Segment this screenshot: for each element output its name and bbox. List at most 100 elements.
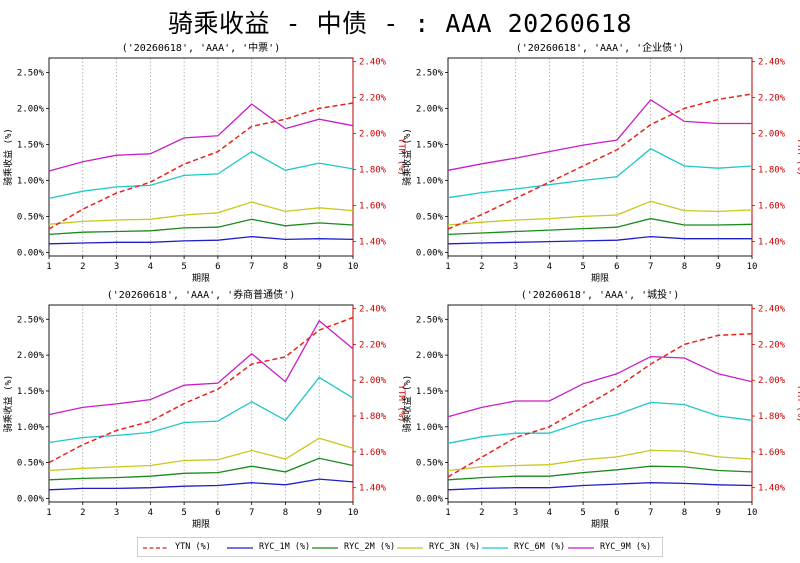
x-tick-label: 8 — [283, 262, 288, 272]
series-line-ryc-2m — [48, 218, 354, 236]
series-line-ryc-3n — [447, 449, 753, 472]
series-line-ytn — [48, 102, 354, 230]
figure-title: 骑乘收益 - 中债 - : AAA 20260618 — [167, 9, 633, 38]
legend-swatch — [568, 547, 594, 549]
y2-tick-label: 1.60% — [359, 202, 387, 212]
x-tick-label: 4 — [148, 262, 153, 272]
y2-axis-label: YTM (%) — [795, 138, 800, 176]
x-tick-label: 3 — [114, 262, 119, 272]
y-tick-label: 0.50% — [17, 459, 45, 469]
y2-tick-label: 2.20% — [359, 340, 387, 350]
series-line-ryc-9m — [447, 98, 752, 171]
y-tick-label: 1.00% — [416, 423, 444, 433]
x-axis-label: 期限 — [591, 273, 609, 284]
series-line-ytn — [447, 93, 753, 230]
series-line-ryc-6m — [48, 150, 354, 200]
y2-tick-label: 2.00% — [359, 376, 387, 386]
x-tick-label: 9 — [716, 508, 721, 518]
x-tick-label: 5 — [181, 262, 186, 272]
y2-axis-label: YTM (%) — [396, 138, 406, 176]
legend-label: RYC_3N (%) — [429, 542, 481, 552]
x-tick-label: 9 — [317, 508, 322, 518]
y-tick-label: 1.00% — [416, 176, 444, 186]
y-tick-label: 1.50% — [17, 140, 45, 150]
y2-axis-label: YTM (%) — [396, 385, 406, 423]
legend-label: RYC_2M (%) — [344, 542, 396, 552]
x-tick-label: 6 — [215, 262, 220, 272]
plot-frame — [447, 57, 753, 257]
x-tick-label: 7 — [648, 262, 653, 272]
x-tick-label: 10 — [348, 508, 359, 518]
x-tick-label: 7 — [249, 262, 254, 272]
x-axis-label: 期限 — [591, 519, 609, 530]
y2-tick-label: 2.40% — [758, 58, 786, 68]
series-line-ytn — [447, 332, 753, 478]
y-tick-label: 2.50% — [17, 68, 45, 78]
x-tick-label: 3 — [513, 262, 518, 272]
series-line-ytn — [48, 316, 354, 464]
y2-tick-label: 1.60% — [758, 448, 786, 458]
y-tick-label: 1.50% — [17, 387, 45, 397]
y2-tick-label: 1.40% — [758, 238, 786, 248]
y-tick-label: 0.00% — [17, 494, 45, 504]
chart-panel-2: ('20260618', 'AAA', '企业债') 0.00% 0.50% 1.00… — [401, 41, 800, 284]
y2-tick-label: 2.00% — [758, 130, 786, 140]
legend-swatch — [312, 547, 338, 549]
y2-tick-label: 2.40% — [359, 305, 387, 315]
legend-swatch — [227, 547, 253, 549]
x-tick-label: 9 — [716, 262, 721, 272]
y-tick-label: 0.00% — [416, 494, 444, 504]
series-line-ryc-3n — [447, 200, 753, 226]
y2-tick-label: 1.60% — [758, 202, 786, 212]
x-tick-label: 10 — [747, 508, 758, 518]
x-tick-label: 2 — [479, 262, 484, 272]
x-tick-label: 1 — [445, 262, 450, 272]
x-tick-label: 1 — [46, 262, 51, 272]
y2-tick-label: 1.40% — [359, 238, 387, 248]
y2-axis-label: YTM (%) — [795, 385, 800, 423]
y2-tick-label: 1.60% — [359, 448, 387, 458]
series-line-ryc-1m — [447, 235, 752, 245]
y-tick-label: 2.00% — [416, 104, 444, 114]
y2-tick-label: 2.00% — [758, 376, 786, 386]
y-tick-label: 2.00% — [17, 104, 45, 114]
subplot-title: ('20260618', 'AAA', '城投') — [521, 288, 679, 301]
y2-tick-label: 1.40% — [359, 484, 387, 494]
x-tick-label: 4 — [547, 508, 552, 518]
x-axis-label: 期限 — [192, 519, 210, 530]
y2-tick-label: 1.80% — [758, 166, 786, 176]
legend-swatch — [482, 547, 508, 549]
legend-swatch — [397, 547, 423, 549]
x-tick-label: 2 — [80, 262, 85, 272]
series-line-ryc-9m — [447, 355, 753, 418]
series-line-ryc-6m — [447, 401, 753, 444]
series-line-ryc-1m — [447, 482, 753, 491]
x-tick-label: 3 — [513, 508, 518, 518]
y-tick-label: 1.00% — [17, 176, 45, 186]
y2-tick-label: 2.00% — [359, 130, 387, 140]
y-axis-label: 骑乘收益 (%) — [2, 375, 14, 433]
x-tick-label: 6 — [614, 508, 619, 518]
series-line-ryc-6m — [447, 147, 753, 199]
y-tick-label: 2.50% — [416, 68, 444, 78]
y2-tick-label: 1.40% — [758, 484, 786, 494]
y-tick-label: 0.50% — [416, 459, 444, 469]
series-line-ryc-6m — [48, 376, 354, 444]
x-tick-label: 6 — [614, 262, 619, 272]
series-line-ryc-3n — [48, 201, 354, 225]
subplot-title: ('20260618', 'AAA', '企业债') — [516, 41, 684, 54]
x-tick-label: 4 — [148, 508, 153, 518]
series-line-ryc-9m — [48, 319, 354, 416]
x-tick-label: 8 — [682, 262, 687, 272]
x-tick-label: 1 — [445, 508, 450, 518]
y-tick-label: 0.00% — [416, 248, 444, 258]
y-tick-label: 2.00% — [17, 351, 45, 361]
legend-label: RYC_6M (%) — [514, 542, 566, 552]
y2-tick-label: 2.20% — [359, 94, 387, 104]
series-line-ryc-9m — [48, 103, 354, 172]
x-tick-label: 6 — [215, 508, 220, 518]
y-tick-label: 0.00% — [17, 248, 45, 258]
series-line-ryc-3n — [48, 437, 354, 472]
y-tick-label: 1.50% — [416, 140, 444, 150]
x-tick-label: 5 — [580, 262, 585, 272]
